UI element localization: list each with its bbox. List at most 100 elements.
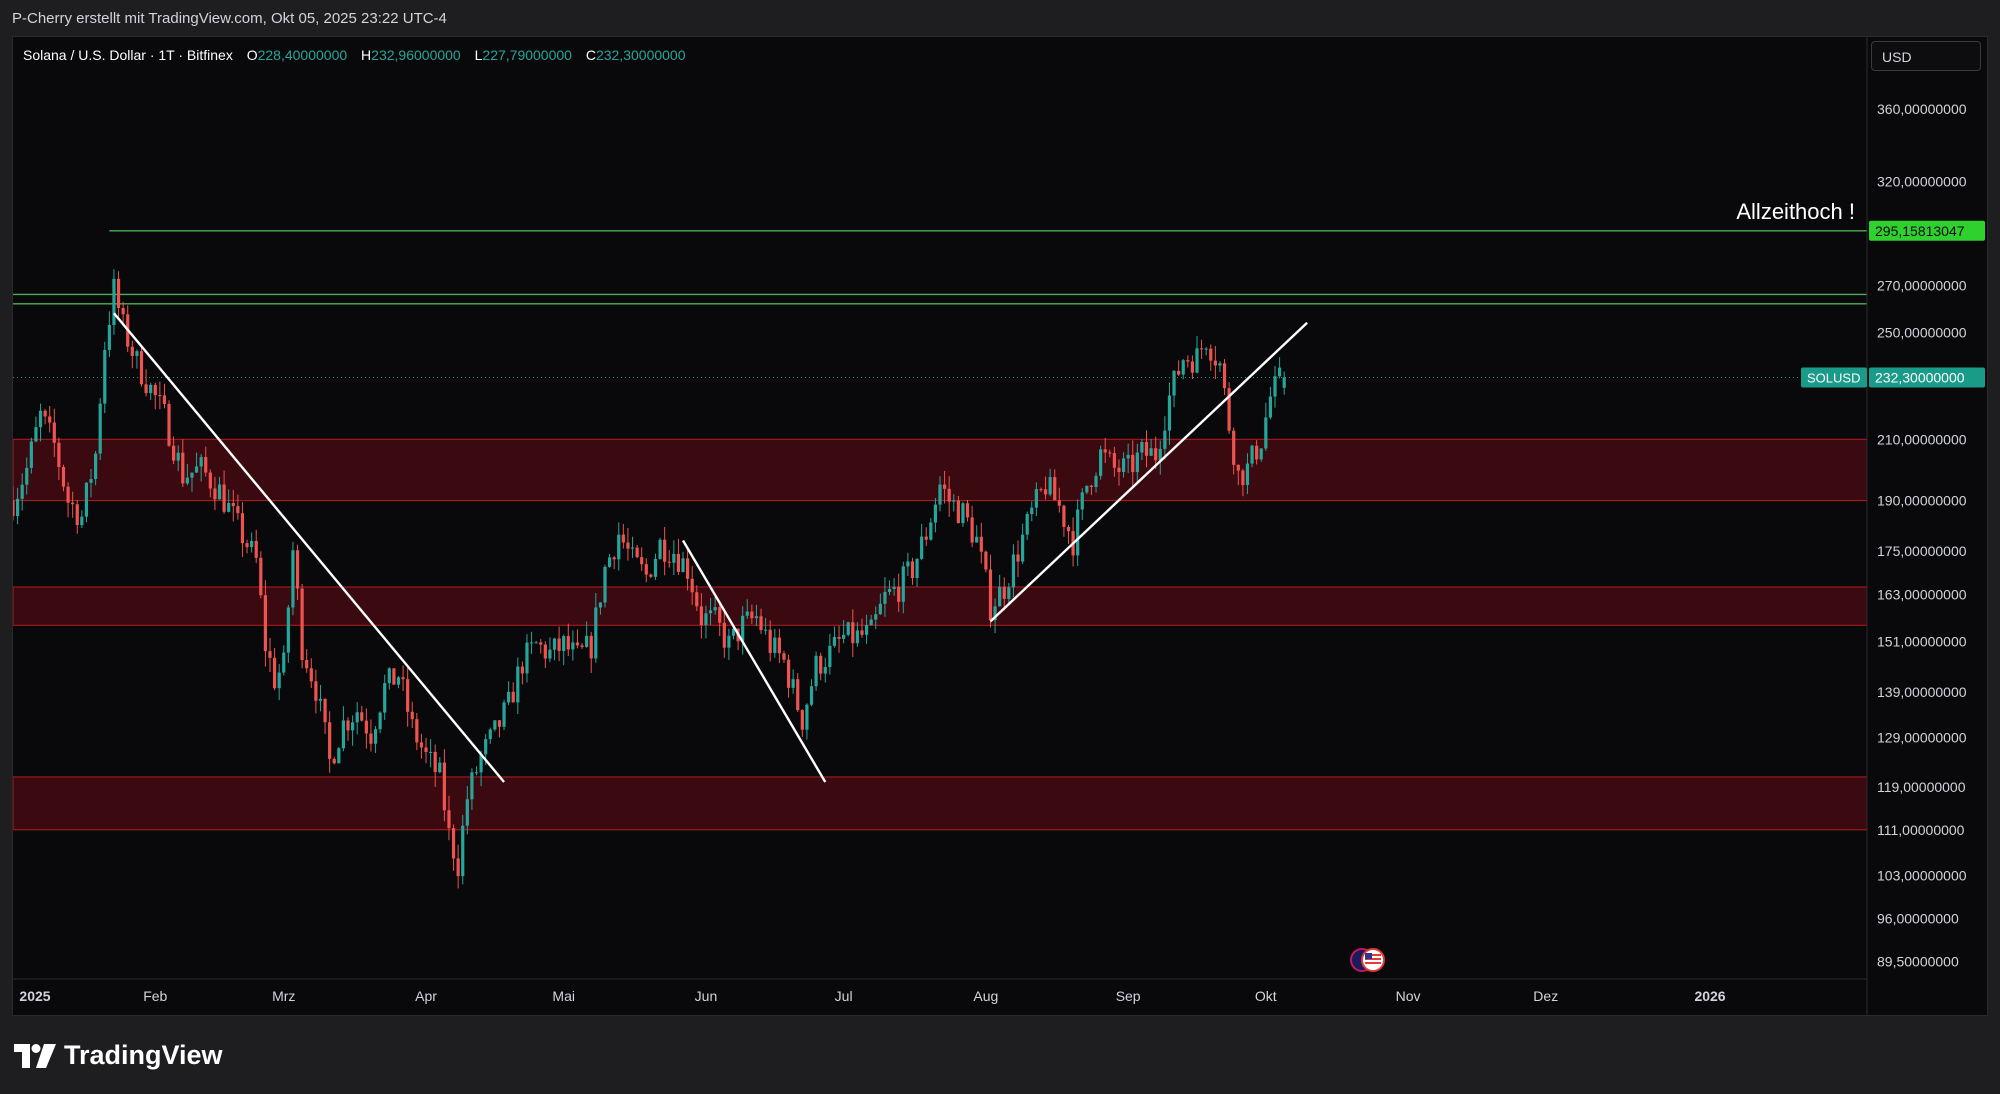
candle-body — [823, 667, 827, 674]
candle-body — [337, 748, 341, 764]
candle-body — [1131, 454, 1135, 473]
candle — [731, 627, 736, 640]
candle-body — [272, 657, 277, 689]
candle-body — [1227, 388, 1231, 431]
candle — [103, 341, 107, 414]
candle — [277, 664, 281, 701]
candle — [961, 501, 965, 527]
currency-selector[interactable]: USD — [1871, 41, 1981, 71]
candle-body — [204, 457, 208, 473]
candle-body — [355, 712, 359, 723]
candle-body — [1232, 430, 1236, 465]
candle — [1011, 544, 1016, 598]
candle-body — [162, 395, 167, 405]
candle-body — [612, 557, 616, 560]
us-flag-event-icon[interactable] — [1349, 947, 1389, 973]
candle — [139, 344, 144, 387]
candle — [89, 468, 93, 498]
candle — [254, 529, 258, 563]
candle-body — [1158, 448, 1162, 461]
tradingview-logo[interactable]: TradingView — [14, 1040, 223, 1071]
candle-body — [851, 622, 855, 644]
candle-body — [484, 739, 488, 755]
candle-body — [208, 472, 212, 489]
price-tick-label: 89,50000000 — [1877, 954, 1959, 970]
candle-body — [1066, 526, 1071, 532]
candle — [38, 403, 43, 442]
candle-body — [759, 616, 763, 631]
candle — [1273, 365, 1277, 408]
candle-body — [1053, 477, 1057, 501]
candle — [539, 638, 543, 654]
candle — [263, 580, 268, 667]
candle-body — [103, 350, 107, 404]
candle-body — [1089, 485, 1094, 487]
candle — [640, 547, 644, 571]
candle — [672, 540, 676, 576]
candle-body — [112, 278, 116, 325]
candle — [952, 494, 956, 512]
candle-body — [1030, 507, 1034, 514]
candle-body — [410, 711, 414, 720]
candle — [520, 661, 524, 685]
candle — [580, 643, 584, 649]
candle — [259, 551, 263, 599]
candlestick-chart[interactable]: 360,00000000 320,00000000 270,00000000 250,… — [13, 37, 1987, 1015]
candle-body — [470, 772, 474, 800]
candle — [286, 604, 290, 663]
candle-body — [741, 615, 745, 642]
price-tick-label: 129,00000000 — [1877, 730, 1967, 746]
candle — [1025, 511, 1029, 540]
candle — [924, 527, 928, 547]
candle — [777, 628, 781, 664]
candle — [470, 768, 474, 810]
price-tick-label: 103,00000000 — [1877, 868, 1967, 884]
candle-body — [1255, 445, 1259, 460]
candle-body — [387, 668, 391, 684]
candle — [741, 606, 745, 655]
candle-body — [640, 557, 644, 565]
symbol-legend: Solana / U.S. Dollar · 1T · Bitfinex O22… — [23, 47, 686, 63]
candle — [300, 583, 304, 669]
candle — [750, 604, 754, 625]
candle — [1108, 449, 1112, 458]
candle — [676, 538, 681, 576]
candle-body — [1250, 445, 1254, 464]
candle-body — [488, 729, 492, 740]
time-tick-label: 2026 — [1694, 988, 1725, 1004]
candle-body — [213, 488, 217, 500]
candle-body — [516, 666, 520, 703]
candle — [713, 596, 717, 615]
candle-body — [603, 566, 607, 603]
candle — [15, 487, 20, 525]
candle — [222, 470, 226, 514]
candle — [796, 673, 800, 712]
candle-body — [328, 722, 332, 759]
candle — [1103, 437, 1107, 463]
price-tick-label: 96,00000000 — [1877, 911, 1959, 927]
candle-body — [837, 636, 841, 639]
candle — [699, 592, 703, 639]
candle — [479, 750, 483, 787]
candle-body — [617, 534, 621, 560]
candle-body — [1282, 377, 1286, 388]
candle — [442, 749, 446, 822]
candle-body — [814, 655, 818, 687]
candle — [48, 406, 52, 433]
candle — [185, 464, 189, 486]
candle — [176, 445, 180, 472]
chart-pane[interactable]: 360,00000000 320,00000000 270,00000000 250,… — [12, 36, 1988, 1016]
candle — [415, 712, 419, 751]
candle — [199, 454, 203, 482]
candle-body — [777, 637, 781, 654]
candle-body — [1154, 448, 1158, 461]
candle — [1245, 453, 1250, 494]
candle — [828, 633, 832, 675]
candle-body — [832, 636, 837, 646]
candle — [135, 349, 139, 369]
candle-body — [805, 704, 809, 730]
tradingview-logo-icon — [14, 1043, 56, 1068]
candle-body — [1043, 489, 1048, 495]
candle-body — [20, 484, 24, 499]
time-tick-label: Okt — [1255, 988, 1277, 1004]
